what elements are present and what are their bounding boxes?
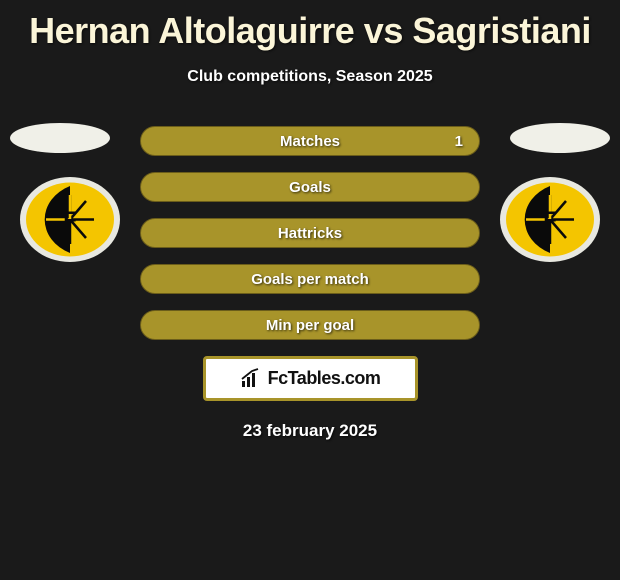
comparison-subtitle: Club competitions, Season 2025 (0, 68, 620, 86)
player-right-flag (510, 123, 610, 153)
stat-label: Hattricks (278, 225, 342, 242)
comparison-date: 23 february 2025 (0, 421, 620, 441)
svg-text:F: F (63, 207, 76, 232)
brand-text: FcTables.com (268, 368, 381, 389)
stat-bar-goals: Goals (140, 172, 480, 202)
svg-text:F: F (543, 207, 556, 232)
player-left-flag (10, 123, 110, 153)
player-right-club-badge: F (500, 177, 600, 262)
stat-bars-container: Matches 1 Goals Hattricks Goals per matc… (140, 126, 480, 340)
stat-bar-min-per-goal: Min per goal (140, 310, 480, 340)
stat-label: Matches (280, 133, 340, 150)
stat-label: Min per goal (266, 317, 354, 334)
stat-bar-matches: Matches 1 (140, 126, 480, 156)
comparison-title: Hernan Altolaguirre vs Sagristiani (0, 0, 620, 52)
player-left-club-badge: F (20, 177, 120, 262)
chart-icon (240, 368, 262, 390)
stat-value-right: 1 (455, 133, 463, 150)
stat-bar-hattricks: Hattricks (140, 218, 480, 248)
brand-attribution: FcTables.com (203, 356, 418, 401)
stat-label: Goals per match (251, 271, 369, 288)
stat-label: Goals (289, 179, 331, 196)
stat-bar-goals-per-match: Goals per match (140, 264, 480, 294)
